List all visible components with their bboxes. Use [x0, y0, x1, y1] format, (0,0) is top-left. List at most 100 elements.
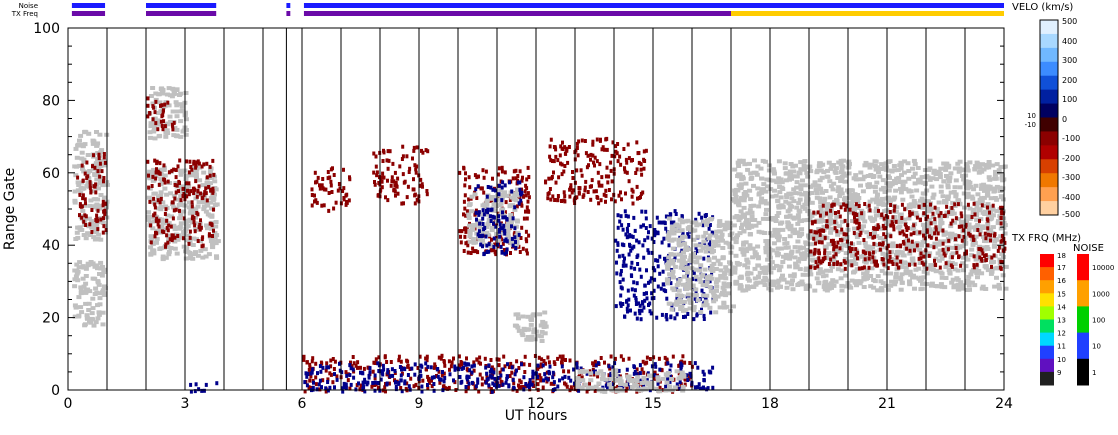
- echo-cell: [813, 219, 817, 224]
- echo-cell: [550, 175, 554, 179]
- echo-cell: [424, 361, 428, 366]
- echo-cell: [632, 364, 636, 369]
- echo-cell: [766, 266, 772, 271]
- echo-cell: [182, 192, 186, 196]
- echo-cell: [501, 210, 504, 215]
- echo-cell: [882, 209, 888, 214]
- echo-cell: [479, 242, 483, 247]
- echo-cell: [646, 248, 650, 253]
- echo-cell: [471, 240, 477, 245]
- echo-cell: [492, 236, 496, 241]
- echo-cell: [860, 216, 866, 221]
- echo-cell: [174, 168, 178, 172]
- echo-cell: [648, 224, 652, 229]
- echo-cell: [771, 241, 777, 246]
- echo-cell: [642, 291, 646, 296]
- echo-cell: [839, 205, 843, 210]
- echo-cell: [871, 250, 875, 255]
- echo-cell: [960, 283, 966, 288]
- echo-cell: [616, 159, 620, 164]
- echo-cell: [193, 172, 199, 177]
- echo-cell: [826, 256, 832, 261]
- echo-cell: [779, 276, 784, 281]
- echo-cell: [688, 253, 694, 258]
- echo-cell: [904, 271, 910, 276]
- echo-cell: [829, 257, 833, 262]
- echo-cell: [95, 303, 100, 308]
- echo-cell: [969, 280, 975, 285]
- echo-cell: [722, 224, 728, 229]
- echo-cell: [797, 234, 802, 239]
- echo-cell: [150, 86, 156, 90]
- echo-cell: [939, 211, 943, 216]
- echo-cell: [427, 380, 431, 385]
- echo-cell: [676, 237, 682, 242]
- echo-cell: [752, 218, 758, 222]
- echo-cell: [522, 387, 526, 392]
- echo-cell: [96, 169, 100, 174]
- echo-cell: [649, 311, 653, 316]
- echo-cell: [693, 361, 697, 366]
- echo-cell: [321, 378, 325, 383]
- echo-cell: [927, 253, 931, 258]
- echo-cell: [851, 207, 857, 212]
- echo-cell: [964, 162, 970, 167]
- echo-cell: [789, 249, 795, 254]
- echo-cell: [999, 221, 1003, 226]
- echo-cell: [197, 165, 203, 170]
- echo-cell: [846, 171, 852, 176]
- echo-cell: [91, 222, 97, 227]
- echo-cell: [912, 286, 917, 291]
- echo-cell: [589, 157, 592, 162]
- echo-cell: [700, 288, 704, 293]
- echo-cell: [741, 252, 747, 257]
- echo-cell: [537, 355, 541, 360]
- echo-cell: [695, 255, 701, 260]
- echo-cell: [788, 162, 794, 166]
- echo-cell: [744, 193, 750, 198]
- echo-cell: [475, 196, 479, 200]
- echo-cell: [93, 286, 99, 291]
- echo-cell: [872, 241, 876, 246]
- echo-cell: [857, 225, 861, 230]
- echo-cell: [563, 199, 567, 204]
- echo-cell: [200, 164, 204, 169]
- echo-cell: [412, 145, 416, 150]
- echo-cell: [816, 164, 822, 169]
- echo-cell: [410, 366, 414, 371]
- echo-cell: [174, 251, 180, 256]
- echo-cell: [373, 373, 377, 378]
- echo-cell: [926, 204, 932, 209]
- echo-cell: [835, 267, 841, 272]
- echo-cell: [562, 169, 566, 174]
- echo-cell: [890, 259, 894, 264]
- echo-cell: [960, 214, 964, 219]
- echo-cell: [539, 378, 543, 383]
- echo-cell: [435, 374, 438, 378]
- echo-cell: [898, 179, 903, 184]
- echo-cell: [94, 223, 100, 227]
- echo-cell: [176, 203, 182, 207]
- echo-cell: [812, 210, 816, 215]
- echo-cell: [151, 248, 157, 253]
- echo-cell: [851, 198, 857, 203]
- echo-cell: [205, 161, 209, 166]
- echo-cell: [665, 357, 669, 362]
- echo-cell: [882, 216, 886, 221]
- echo-cell: [93, 197, 99, 202]
- echo-cell: [945, 163, 951, 168]
- echo-cell: [938, 184, 944, 189]
- echo-cell: [321, 186, 325, 191]
- echo-cell: [631, 234, 635, 239]
- echo-cell: [302, 354, 306, 359]
- echo-cell: [81, 186, 87, 191]
- echo-cell: [634, 296, 638, 300]
- echo-cell: [964, 185, 970, 190]
- echo-cell: [344, 385, 348, 390]
- echo-cell: [185, 219, 190, 223]
- echo-cell: [520, 225, 524, 230]
- echo-cell: [384, 389, 387, 394]
- echo-cell: [623, 314, 626, 319]
- echo-cell: [494, 234, 498, 239]
- echo-cell: [853, 219, 857, 224]
